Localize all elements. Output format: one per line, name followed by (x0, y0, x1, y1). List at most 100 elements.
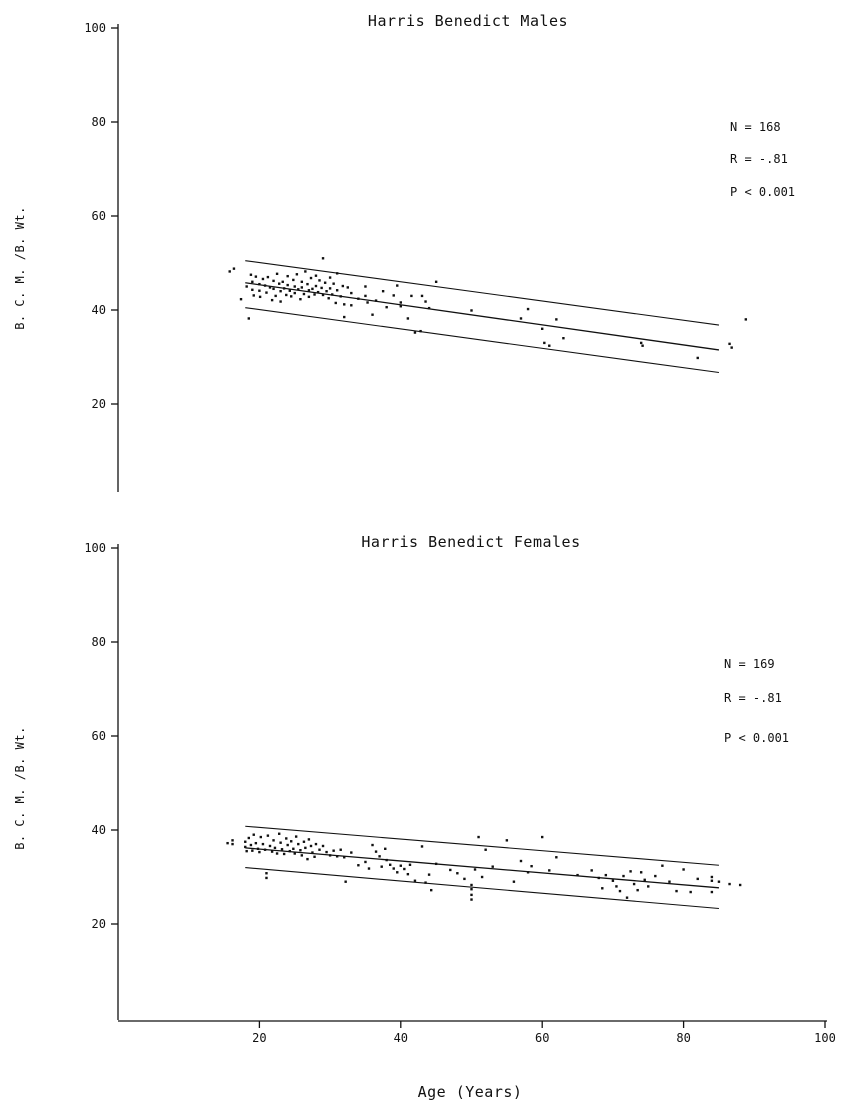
females-regression-line (245, 847, 720, 889)
males-data-point (392, 294, 395, 297)
females-data-point (384, 847, 387, 850)
females-data-point (629, 870, 632, 873)
males-data-point (292, 278, 295, 282)
males-data-point (730, 346, 733, 349)
males-data-point (364, 285, 367, 288)
males-data-point (281, 280, 284, 283)
males-data-point (311, 287, 314, 291)
females-data-point (541, 835, 544, 839)
females-y-tick-label-60: 60 (92, 729, 106, 743)
females-data-point (244, 845, 247, 849)
males-data-point (249, 273, 253, 276)
males-data-point (320, 286, 323, 290)
males-data-point (309, 276, 313, 280)
females-data-point (325, 850, 328, 854)
females-data-point (321, 844, 325, 848)
males-data-point (696, 356, 699, 360)
females-data-point (555, 856, 558, 859)
males-data-point (366, 301, 369, 304)
males-data-point (381, 290, 385, 293)
females-data-point (710, 875, 714, 879)
males-data-point (306, 282, 309, 286)
males-data-point (519, 317, 523, 320)
males-data-point (744, 318, 748, 321)
females-stat-p: P < 0.001 (724, 731, 789, 745)
females-data-point (378, 855, 381, 858)
males-data-point (328, 276, 332, 279)
females-data-point (615, 885, 618, 888)
males-data-point (396, 284, 399, 287)
females-y-tick-label-20: 20 (92, 917, 106, 931)
females-data-point (413, 879, 417, 882)
females-data-point (399, 864, 402, 867)
females-data-point (717, 880, 721, 883)
males-data-point (364, 294, 367, 298)
females-data-point (654, 874, 657, 878)
females-data-point (252, 833, 255, 836)
males-data-point (331, 293, 334, 296)
females-data-point (477, 835, 480, 839)
females-data-point (548, 869, 551, 872)
females-data-point (473, 868, 477, 871)
males-data-point (562, 337, 565, 340)
males-data-point (543, 341, 546, 345)
females-data-point (335, 855, 339, 858)
females-data-point (380, 865, 383, 868)
males-data-point (406, 317, 410, 320)
males-data-point (279, 290, 282, 293)
females-data-point (491, 865, 494, 868)
females-y-tick-label-40: 40 (92, 823, 106, 837)
males-data-point (427, 306, 431, 310)
males-y-tick-label-20: 20 (92, 397, 106, 411)
females-data-point (279, 841, 282, 844)
females-data-point (251, 849, 254, 852)
males-upper-confidence-line (245, 260, 720, 326)
females-data-point (280, 848, 284, 851)
females-data-point (247, 836, 250, 840)
males-data-point (228, 270, 231, 273)
females-data-point (266, 834, 270, 837)
males-data-point (279, 300, 282, 303)
females-data-point (427, 873, 431, 876)
females-data-point (314, 842, 318, 846)
females-data-point (344, 880, 347, 883)
females-data-point (282, 852, 286, 856)
females-data-point (470, 883, 473, 887)
females-data-point (263, 848, 267, 851)
females-data-point (261, 842, 265, 846)
females-data-point (343, 856, 346, 859)
females-x-tick-label-40: 40 (394, 1031, 408, 1045)
males-data-point (299, 297, 302, 301)
males-data-point (288, 289, 292, 292)
males-data-point (541, 327, 544, 330)
males-data-point (350, 304, 353, 307)
females-data-point (420, 845, 424, 848)
males-data-point (343, 303, 346, 306)
males-data-point (266, 275, 270, 279)
males-data-point (254, 275, 258, 278)
females-data-point (286, 843, 289, 847)
females-data-point (297, 842, 300, 846)
females-data-point (273, 846, 277, 850)
females-data-point (388, 863, 392, 866)
females-data-point (245, 849, 248, 853)
females-data-point (294, 835, 298, 838)
males-data-point (272, 287, 275, 291)
females-data-point (590, 869, 593, 872)
females-chart-title: Harris Benedict Females (361, 533, 580, 551)
males-data-point (263, 284, 267, 287)
females-data-point (265, 872, 268, 875)
males-data-point (526, 307, 530, 311)
males-data-point (332, 282, 335, 285)
males-data-point (325, 290, 328, 293)
females-stats-block: N = 169 R = -.81 P < 0.001 (724, 657, 789, 745)
females-data-point (647, 885, 650, 888)
males-data-point (297, 288, 300, 291)
males-data-point (270, 298, 274, 302)
females-data-point (601, 887, 604, 890)
females-data-point (299, 849, 302, 852)
males-data-point (321, 257, 325, 260)
females-data-point (689, 890, 692, 894)
females-data-point (272, 839, 275, 842)
males-data-point (265, 291, 268, 294)
